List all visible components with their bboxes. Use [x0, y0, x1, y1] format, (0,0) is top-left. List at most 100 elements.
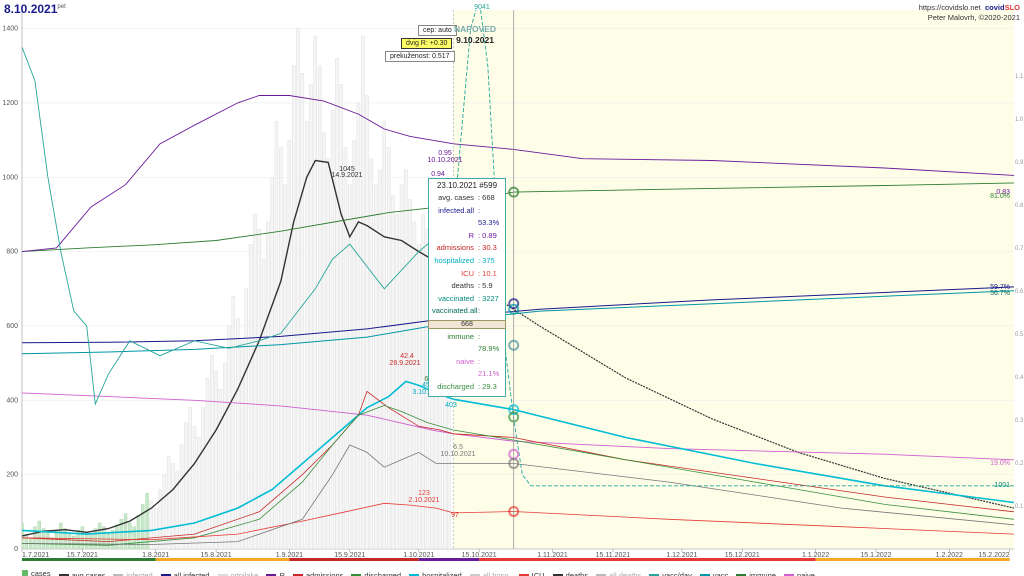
cases-bar	[158, 489, 162, 549]
tooltip-key: ICU	[461, 268, 474, 278]
legend-item-vacc[interactable]: vacc	[699, 571, 728, 576]
cases-bar	[227, 325, 231, 549]
cep-control[interactable]: cep: auto	[418, 25, 457, 36]
legend-item-all_hosp[interactable]: all hosp.	[469, 571, 511, 576]
cases-bar	[214, 370, 218, 549]
cases-bar	[421, 214, 425, 549]
legend-label: avg.cases	[71, 570, 106, 576]
cases-bar	[248, 243, 253, 549]
y-right-tick-label: 1.1	[1015, 74, 1024, 80]
cases-bar	[128, 522, 132, 549]
legend-item-all_deaths[interactable]: all deaths	[596, 571, 641, 576]
cases-bar	[356, 102, 361, 549]
x-tick-label: 1.9.2021	[276, 552, 303, 559]
legend-item-all_infected[interactable]: all infected	[160, 571, 210, 576]
legend-label: vacc/day	[662, 570, 692, 576]
y-axis-right: 0.1 0.2 0.3 0.4 0.5 0.6 0.7 0.8 0.9 1.0 1.1	[1015, 74, 1024, 510]
cases-bar	[244, 288, 248, 549]
x-tick-label: 1.11.2021	[537, 552, 568, 559]
legend-item-deaths[interactable]: deaths	[552, 571, 588, 576]
cases-bar	[192, 426, 197, 549]
tooltip-row: deaths: 5.9	[432, 280, 502, 293]
month-segment	[418, 558, 480, 561]
series-line-vacc_day	[22, 47, 454, 406]
annotation-death-peak-date: 10.10.2021	[440, 451, 475, 458]
legend-item-naive[interactable]: naive	[783, 571, 815, 576]
tooltip-value: : 0.89	[478, 230, 497, 240]
page-title-day: pet	[57, 4, 66, 10]
cases-bar	[218, 388, 223, 549]
cases-bar	[149, 500, 154, 549]
legend-item-admissions[interactable]: admissions	[292, 571, 343, 576]
legend-item-avg_cases[interactable]: avg.cases	[58, 570, 106, 576]
cases-bar	[408, 199, 412, 549]
tooltip-row: vaccinated: 3227	[432, 293, 502, 306]
page-title-wrap: 8.10.2021pet	[4, 2, 66, 16]
legend-swatch	[22, 570, 28, 576]
y-tick-label: 1200	[2, 100, 18, 107]
y-tick-label: 200	[6, 472, 18, 479]
forecast-date: 9.10.2021	[456, 35, 494, 45]
x-tick-label: 15.12.2021	[725, 552, 760, 559]
y-right-tick-label: 0.2	[1015, 461, 1024, 467]
cases-bar	[59, 522, 63, 549]
cases-bar	[205, 377, 210, 549]
tooltip-marker	[508, 298, 520, 310]
legend-item-infected[interactable]: infected	[113, 571, 153, 576]
legend-swatch	[160, 574, 171, 576]
tooltip-marker	[508, 339, 520, 351]
tooltip-value: : 29.3	[478, 381, 497, 391]
cases-bar	[175, 470, 179, 549]
cases-bar	[76, 530, 80, 549]
month-segment	[815, 558, 1010, 561]
site-url[interactable]: https://covidslo.net	[918, 3, 981, 12]
legend-label: discharged	[364, 570, 402, 576]
y-tick-label: 0	[14, 546, 18, 553]
month-segment	[22, 558, 156, 561]
legend-item-vacc_day[interactable]: vacc/day	[649, 571, 692, 576]
y-right-tick-label: 0.7	[1015, 246, 1024, 252]
cases-bar	[184, 422, 188, 549]
y-right-tick-label: 0.3	[1015, 418, 1024, 424]
tooltip: 23.10.2021 #599 avg. cases: 668 infected.…	[428, 178, 506, 397]
cases-bar	[257, 229, 261, 549]
legend-label: all deaths	[609, 570, 642, 576]
legend-swatch	[596, 574, 607, 576]
cases-bar	[309, 84, 313, 549]
legend-item-R[interactable]: R	[266, 571, 285, 576]
annotation-end-inf: 59.7%	[990, 284, 1010, 291]
tooltip-row: admissions: 30.3	[432, 242, 502, 255]
prekuzenost-control[interactable]: prekuženost: 0.517	[385, 51, 455, 62]
legend-swatch	[736, 574, 747, 576]
legend-item-discharged[interactable]: discharged	[351, 571, 401, 576]
annotation-r-now: 0.95	[438, 150, 452, 157]
tooltip-row: ICU: 10.1	[432, 268, 502, 281]
x-tick-label: 15.8.2021	[201, 552, 232, 559]
tooltip-marker	[508, 186, 520, 198]
tooltip-key: infected.all	[438, 205, 474, 215]
legend-item-hospitalized[interactable]: hospitalized	[409, 571, 462, 576]
x-tick-label: 15.9.2021	[334, 552, 365, 559]
x-tick-label: 15.11.2021	[596, 552, 631, 559]
legend-swatch	[552, 574, 563, 576]
cases-bar	[153, 507, 158, 549]
tooltip-row: immune: 78.9%	[432, 331, 502, 356]
annotation-end-vacc: 56.7%	[990, 290, 1010, 297]
cases-bar	[304, 121, 309, 549]
series-line-discharged	[22, 405, 1014, 546]
legend-item-ICU[interactable]: ICU	[518, 571, 545, 576]
x-tick-label: 1.10.2021	[403, 552, 434, 559]
cases-bar	[110, 530, 115, 549]
x-tick-label: 15.2.2022	[979, 552, 1010, 559]
dvig-r-control[interactable]: dvig R: +0.30	[401, 38, 453, 49]
legend-item-odpilake[interactable]: odpilake	[217, 571, 258, 576]
cases-bar	[369, 158, 374, 549]
y-right-tick-label: 0.5	[1015, 332, 1024, 338]
legend-item-immune[interactable]: immune	[736, 571, 776, 576]
author: Peter Malovrh, ©2020-2021	[927, 13, 1020, 22]
tooltip-value: : 21.1%	[478, 356, 500, 379]
cases-bar	[373, 184, 378, 549]
legend-item-cases[interactable]: cases	[22, 569, 51, 576]
tooltip-key: admissions	[436, 243, 474, 253]
cases-bar	[67, 533, 72, 549]
